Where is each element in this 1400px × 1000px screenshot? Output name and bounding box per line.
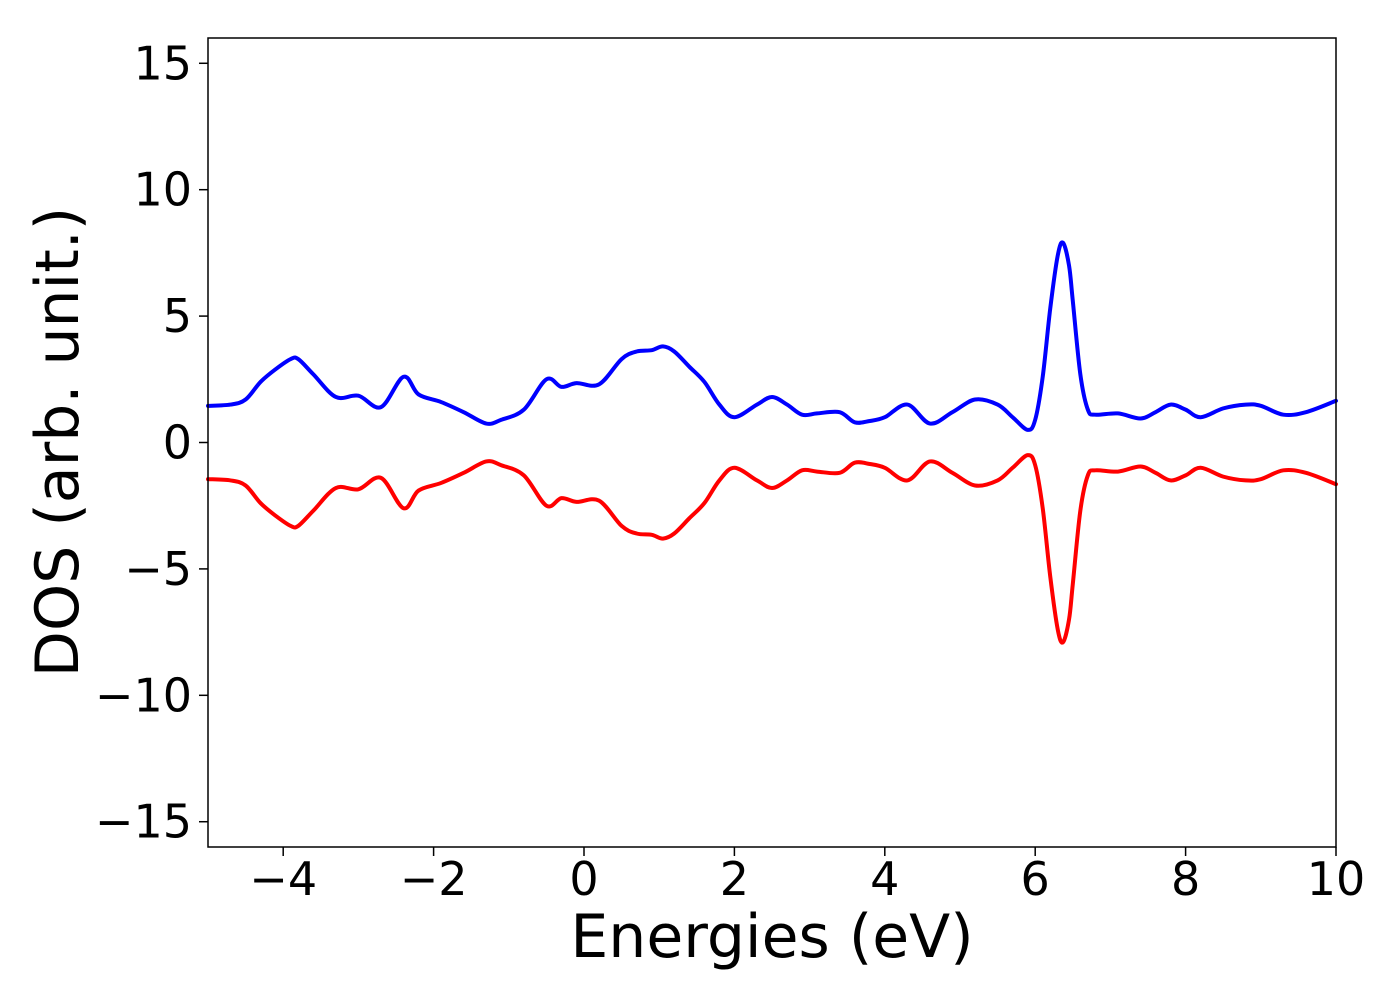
y-tick-label: −15 <box>95 795 192 849</box>
y-tick-label: 0 <box>163 416 192 470</box>
series-line-spin-up <box>206 240 1338 432</box>
series-layer <box>206 240 1338 645</box>
y-tick-label: 15 <box>133 36 192 90</box>
y-axis-ticks: −15 −10 −5 0 5 10 15 <box>95 36 208 849</box>
y-tick-label: −5 <box>124 542 192 596</box>
x-tick-label: 8 <box>1171 852 1200 906</box>
y-tick-label: 10 <box>133 163 192 217</box>
plot-background <box>208 38 1336 847</box>
y-tick-label: 5 <box>163 289 192 343</box>
x-tick-label: −4 <box>249 852 317 906</box>
x-tick-label: 0 <box>569 852 598 906</box>
x-tick-label: 2 <box>720 852 749 906</box>
x-tick-label: −2 <box>400 852 468 906</box>
y-axis-title: DOS (arb. unit.) <box>23 207 93 677</box>
x-tick-label: 4 <box>870 852 899 906</box>
x-axis-ticks: −4 −2 0 2 4 6 8 10 <box>249 847 1365 906</box>
x-tick-label: 10 <box>1307 852 1366 906</box>
y-tick-label: −10 <box>95 668 192 722</box>
x-tick-label: 6 <box>1021 852 1050 906</box>
series-line-spin-down <box>206 453 1338 645</box>
x-axis-title: Energies (eV) <box>570 902 973 972</box>
